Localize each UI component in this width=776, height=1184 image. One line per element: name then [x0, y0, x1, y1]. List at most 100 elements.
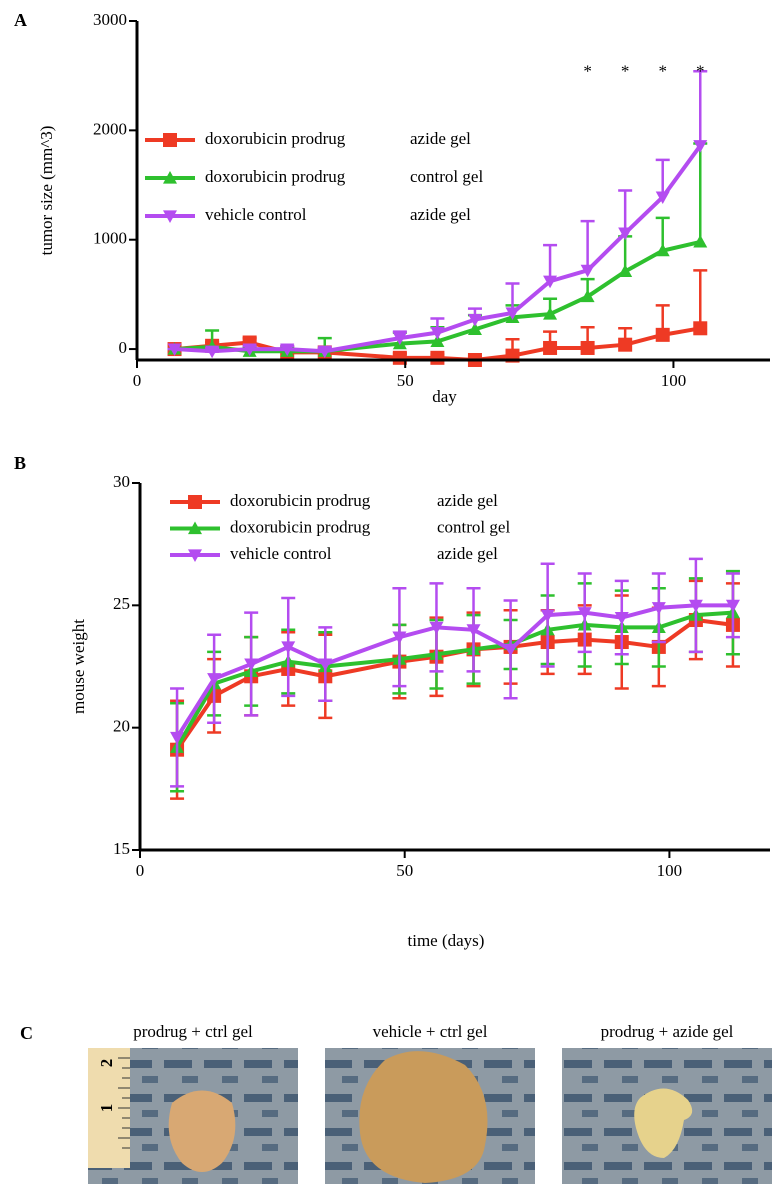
legend-gel: control gel	[410, 167, 483, 186]
marker	[205, 345, 220, 359]
marker	[467, 322, 482, 335]
marker	[505, 307, 520, 320]
marker	[693, 321, 708, 336]
marker	[580, 340, 595, 355]
legend-label: doxorubicin prodrug	[205, 167, 346, 186]
marker	[281, 641, 296, 654]
marker	[318, 658, 333, 672]
marker	[618, 337, 633, 352]
legend-marker	[163, 133, 177, 147]
tumor	[634, 1088, 693, 1158]
marker	[430, 334, 445, 348]
marker	[655, 191, 670, 205]
marker	[392, 631, 407, 645]
x-tick-label: 0	[136, 861, 145, 880]
marker	[580, 289, 595, 303]
legend-marker	[188, 495, 202, 509]
series-line	[175, 610, 734, 749]
marker	[543, 307, 558, 320]
marker	[207, 673, 222, 686]
marker	[655, 243, 670, 257]
legend-gel: azide gel	[437, 491, 498, 510]
photo-label: vehicle + ctrl gel	[373, 1022, 488, 1041]
annotation: *	[621, 61, 630, 80]
marker	[167, 343, 182, 357]
marker	[543, 275, 558, 289]
marker	[618, 264, 633, 278]
marker	[242, 343, 257, 357]
marker	[577, 607, 592, 620]
panel-label: B	[14, 453, 26, 473]
marker	[725, 599, 740, 613]
marker	[317, 345, 332, 359]
marker	[430, 350, 445, 365]
marker	[543, 340, 558, 355]
photo-label: prodrug + ctrl gel	[133, 1022, 253, 1041]
marker	[429, 621, 444, 635]
y-tick-label: 15	[113, 839, 130, 858]
y-axis-label: mouse weight	[69, 619, 88, 714]
marker	[392, 332, 407, 346]
marker	[503, 643, 518, 657]
legend-label: vehicle control	[230, 544, 332, 563]
error-bar	[693, 142, 708, 242]
x-tick-label: 50	[397, 371, 414, 390]
marker	[655, 327, 670, 342]
photo-label: prodrug + azide gel	[601, 1022, 734, 1041]
legend-label: doxorubicin prodrug	[205, 129, 346, 148]
y-tick-label: 25	[113, 594, 130, 613]
x-tick-label: 0	[133, 371, 142, 390]
annotation: *	[583, 61, 592, 80]
error-bar	[693, 70, 708, 146]
marker	[614, 611, 629, 625]
marker	[430, 327, 445, 340]
marker	[618, 227, 633, 241]
panel-label: A	[14, 10, 27, 30]
error-bar	[693, 269, 708, 329]
error-bar	[580, 219, 595, 271]
annotation: *	[658, 61, 667, 80]
tumor	[168, 1090, 236, 1172]
series-line	[174, 239, 701, 354]
legend-marker	[163, 210, 177, 223]
legend-label: doxorubicin prodrug	[230, 491, 371, 510]
series-line	[175, 617, 734, 751]
marker	[244, 658, 259, 672]
ruler-label: 2	[97, 1059, 116, 1068]
legend-marker	[188, 549, 202, 562]
marker	[693, 234, 708, 248]
legend-label: doxorubicin prodrug	[230, 517, 371, 536]
series-line	[174, 144, 702, 354]
marker	[693, 140, 708, 153]
x-tick-label: 50	[396, 861, 413, 880]
marker	[466, 624, 481, 637]
legend-marker	[163, 171, 177, 184]
y-tick-label: 2000	[93, 119, 127, 138]
marker	[280, 343, 295, 357]
x-tick-label: 100	[657, 861, 683, 880]
marker	[467, 313, 482, 327]
y-tick-label: 30	[113, 472, 130, 491]
marker	[651, 602, 666, 615]
y-axis-label: tumor size (mm^3)	[37, 126, 56, 256]
error-bar	[543, 243, 558, 282]
tumor	[359, 1051, 488, 1183]
legend-gel: control gel	[437, 517, 510, 536]
marker	[170, 731, 185, 745]
y-tick-label: 3000	[93, 10, 127, 29]
legend-gel: azide gel	[437, 544, 498, 563]
annotation: *	[696, 61, 705, 80]
marker	[688, 599, 703, 613]
marker	[540, 609, 555, 623]
marker	[580, 264, 595, 278]
x-tick-label: 100	[661, 371, 687, 390]
panel-label: C	[20, 1023, 33, 1043]
legend-label: vehicle control	[205, 205, 307, 224]
series-line	[175, 603, 733, 739]
y-tick-label: 20	[113, 717, 130, 736]
ruler-label: 1	[97, 1104, 116, 1113]
legend-gel: azide gel	[410, 129, 471, 148]
error-bar	[618, 189, 633, 234]
photos	[88, 1048, 772, 1184]
